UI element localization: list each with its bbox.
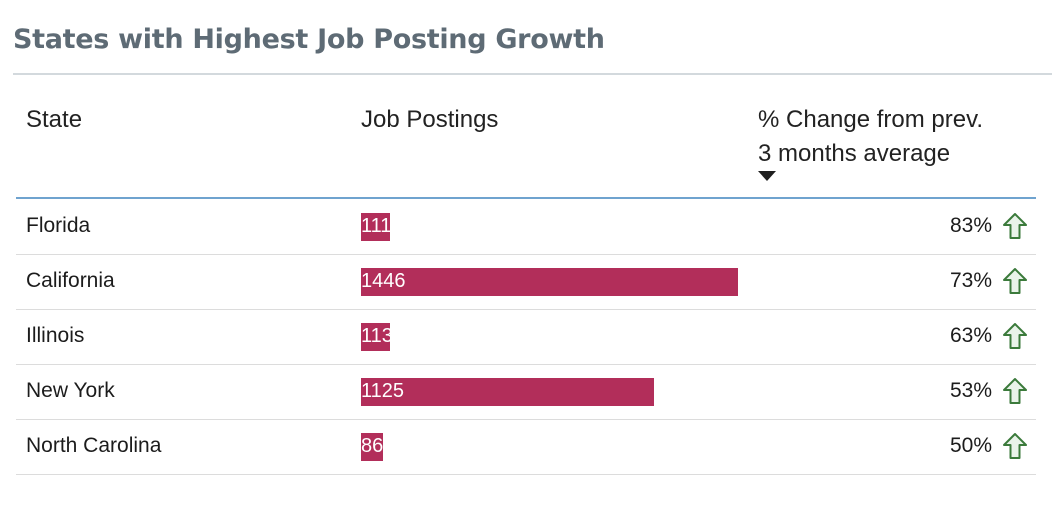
column-header-percent-change[interactable]: % Change from prev. 3 months average bbox=[758, 103, 1048, 171]
job-postings-bar[interactable]: 86 bbox=[361, 433, 383, 461]
row-divider bbox=[16, 474, 1036, 475]
up-arrow-icon bbox=[1003, 378, 1027, 404]
job-postings-bar[interactable]: 111 bbox=[361, 213, 390, 241]
state-name: New York bbox=[26, 379, 115, 402]
percent-change-value: 50% bbox=[949, 434, 992, 457]
state-name: Florida bbox=[26, 214, 91, 237]
table-row[interactable]: Florida 111 83% bbox=[16, 200, 1036, 255]
chart-title: States with Highest Job Posting Growth bbox=[13, 24, 605, 55]
state-name: California bbox=[26, 269, 115, 292]
column-header-job-postings[interactable]: Job Postings bbox=[361, 106, 499, 133]
percent-change-value: 53% bbox=[949, 379, 992, 402]
percent-change-value: 83% bbox=[949, 214, 992, 237]
header-divider bbox=[16, 197, 1036, 199]
title-divider bbox=[13, 73, 1052, 75]
table-row[interactable]: California 1446 73% bbox=[16, 255, 1036, 310]
up-arrow-icon bbox=[1003, 323, 1027, 349]
table-row[interactable]: Illinois 113 63% bbox=[16, 310, 1036, 365]
table-row[interactable]: New York 1125 53% bbox=[16, 365, 1036, 420]
sort-descending-icon[interactable] bbox=[758, 171, 776, 181]
job-postings-value: 86 bbox=[361, 435, 383, 457]
job-postings-value: 111 bbox=[361, 215, 390, 237]
column-header-state[interactable]: State bbox=[26, 106, 83, 133]
percent-change-value: 73% bbox=[949, 269, 992, 292]
table-row[interactable]: North Carolina 86 50% bbox=[16, 420, 1036, 475]
state-name: North Carolina bbox=[26, 434, 162, 457]
row-divider bbox=[16, 254, 1036, 255]
up-arrow-icon bbox=[1003, 213, 1027, 239]
row-divider bbox=[16, 309, 1036, 310]
job-postings-bar[interactable]: 1125 bbox=[361, 378, 654, 406]
job-postings-value: 1446 bbox=[361, 270, 406, 292]
up-arrow-icon bbox=[1003, 268, 1027, 294]
column-header-percent-change-line1: % Change from prev. bbox=[758, 106, 983, 133]
job-postings-bar[interactable]: 1446 bbox=[361, 268, 738, 296]
job-postings-value: 1125 bbox=[361, 380, 405, 402]
row-divider bbox=[16, 419, 1036, 420]
percent-change-value: 63% bbox=[949, 324, 992, 347]
up-arrow-icon bbox=[1003, 433, 1027, 459]
column-header-percent-change-line2: 3 months average bbox=[758, 140, 951, 167]
state-name: Illinois bbox=[26, 324, 85, 347]
job-postings-value: 113 bbox=[361, 325, 390, 347]
row-divider bbox=[16, 364, 1036, 365]
job-postings-bar[interactable]: 113 bbox=[361, 323, 390, 351]
